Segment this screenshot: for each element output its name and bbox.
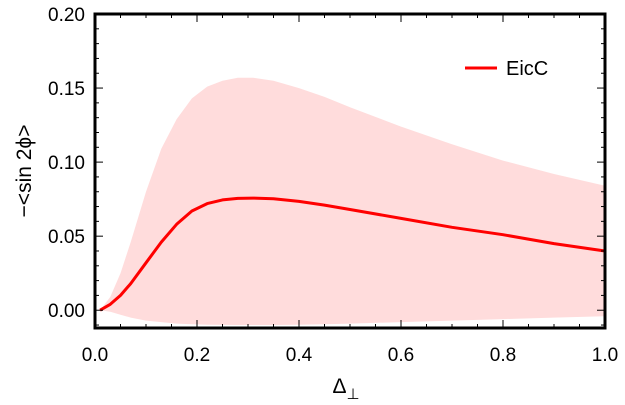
legend-label-eicc: EicC — [506, 58, 548, 80]
y-axis-label: −<sin 2ϕ> — [13, 125, 36, 218]
series-line-layer — [99, 196, 606, 312]
y-tick-label: 0.10 — [48, 153, 85, 174]
ticks-layer — [94, 13, 606, 328]
uncertainty-band-layer — [100, 77, 605, 325]
series-line-eicc — [99, 196, 606, 312]
x-tick-label: 0.8 — [490, 345, 516, 366]
tick-labels-layer: 0.0 0.2 0.4 0.6 0.8 1.0 0.00 0.05 0.10 0.15 0.20 — [48, 5, 618, 366]
x-tick-label: 0.2 — [184, 345, 210, 366]
x-tick-label: 0.6 — [388, 345, 414, 366]
y-tick-label: 0.05 — [48, 227, 85, 248]
uncertainty-band-eicc — [100, 77, 605, 325]
x-tick-label: 0.4 — [286, 345, 313, 366]
legend: EicC — [465, 58, 548, 80]
x-tick-label: 1.0 — [592, 345, 618, 366]
y-tick-label: 0.00 — [48, 301, 85, 322]
x-axis-label-subscript: ⊥ — [346, 386, 359, 403]
y-tick-label: 0.20 — [48, 5, 85, 26]
x-axis-label-main: Δ — [332, 375, 346, 398]
x-tick-label: 0.0 — [82, 345, 108, 366]
x-axis-label: Δ⊥ — [332, 375, 359, 403]
y-tick-label: 0.15 — [48, 79, 85, 100]
